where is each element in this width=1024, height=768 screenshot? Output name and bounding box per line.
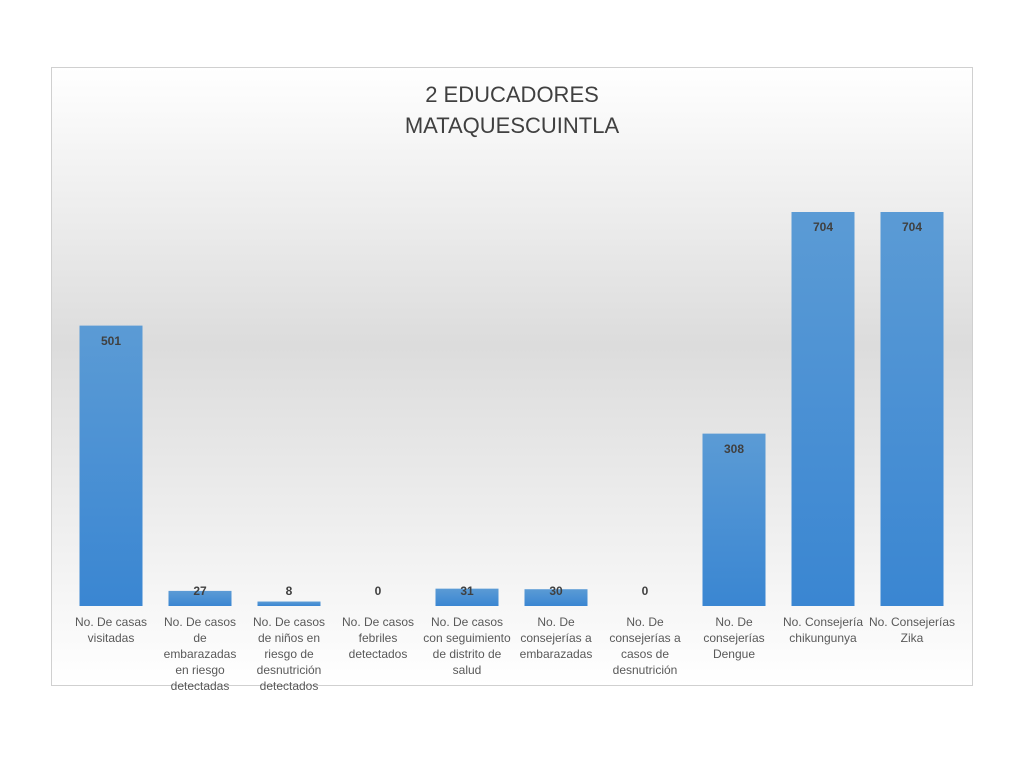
data-label: 0 bbox=[642, 584, 649, 598]
data-label: 30 bbox=[549, 584, 563, 598]
bar bbox=[791, 212, 855, 606]
bar bbox=[524, 589, 588, 606]
bar bbox=[79, 325, 143, 606]
x-tick-label: No. De consejerías a embarazadas bbox=[519, 615, 593, 661]
x-tick-label: No. De casos de embarazadas en riesgo de… bbox=[163, 615, 237, 693]
data-label: 0 bbox=[375, 584, 382, 598]
x-tick-label: No. De casos de niños en riesgo de desnu… bbox=[252, 615, 326, 693]
bar bbox=[435, 588, 499, 606]
x-tick-label: No. Consejería chikungunya bbox=[782, 615, 864, 645]
data-label: 704 bbox=[902, 220, 922, 234]
x-tick-label: No. Consejerías Zika bbox=[868, 615, 956, 645]
chart-title: 2 EDUCADORES bbox=[425, 82, 599, 107]
x-tick-label: No. De casas visitadas bbox=[74, 615, 148, 645]
x-tick-label: No. De consejerías a casos de desnutrici… bbox=[609, 615, 681, 677]
x-tick-label: No. De casos febriles detectados bbox=[341, 615, 415, 661]
data-label: 27 bbox=[193, 584, 207, 598]
chart-title: MATAQUESCUINTLA bbox=[405, 113, 620, 138]
data-label: 704 bbox=[813, 220, 833, 234]
data-label: 8 bbox=[286, 584, 293, 598]
bar bbox=[880, 212, 944, 606]
data-label: 501 bbox=[101, 334, 121, 348]
data-label: 308 bbox=[724, 442, 744, 456]
bar bbox=[257, 601, 321, 606]
bar bbox=[168, 590, 232, 606]
bar bbox=[702, 433, 766, 606]
x-tick-label: No. De casos con seguimiento de distrito… bbox=[423, 615, 511, 677]
data-label: 31 bbox=[460, 584, 474, 598]
x-tick-label: No. De consejerías Dengue bbox=[703, 615, 765, 661]
